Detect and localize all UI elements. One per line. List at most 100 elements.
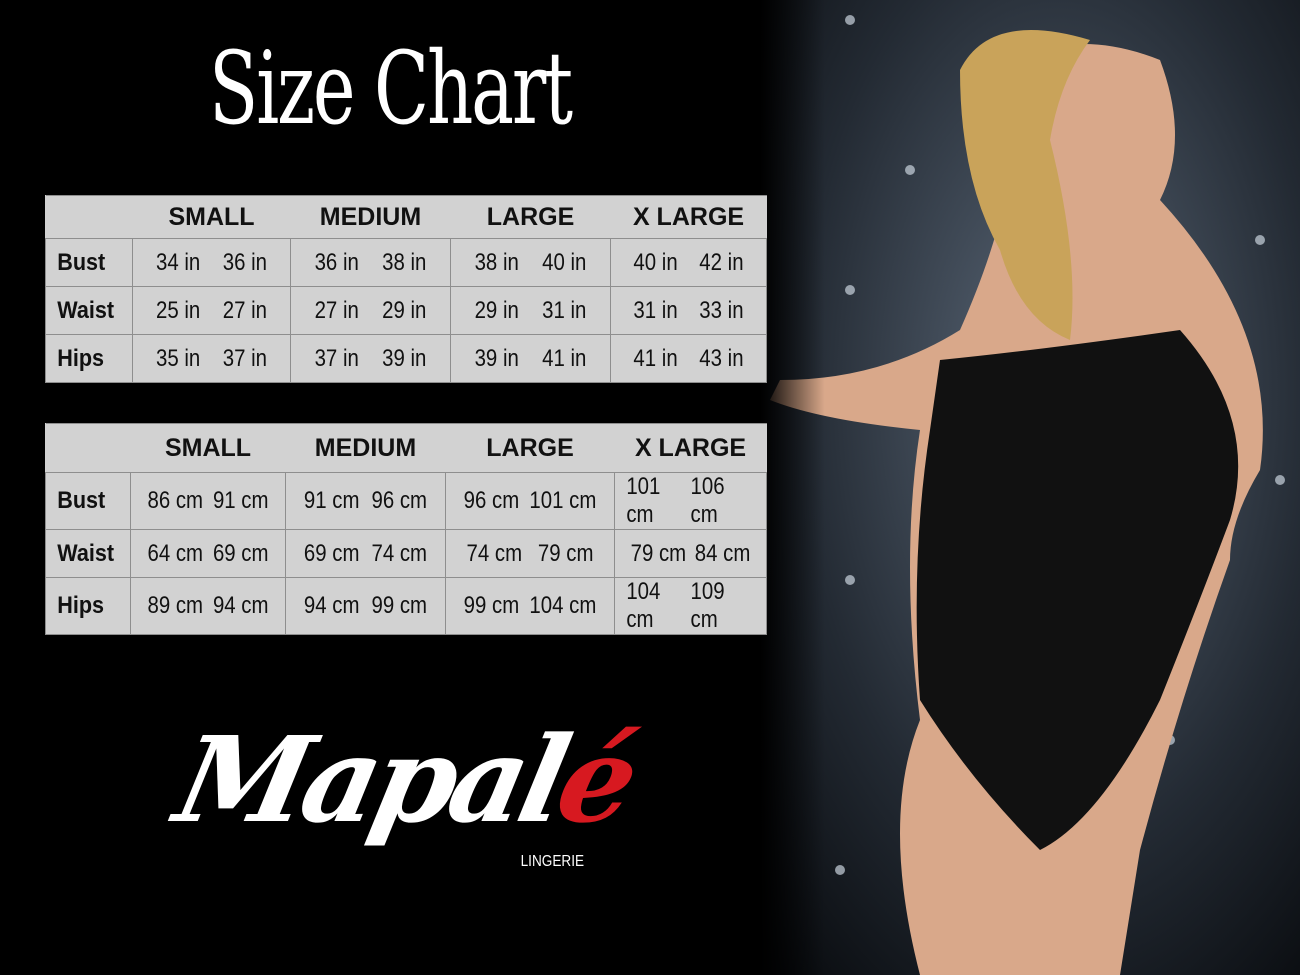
min-value: 91 cm bbox=[303, 487, 360, 514]
size-table-inches: SMALL MEDIUM LARGE X LARGE Bust 34 in 36 in 36 … bbox=[45, 195, 767, 383]
max-value: 27 in bbox=[222, 296, 267, 324]
model-photo bbox=[760, 0, 1300, 975]
size-range-cell: 40 in 42 in bbox=[610, 238, 767, 287]
min-value: 96 cm bbox=[463, 487, 520, 514]
measurement-label: Hips bbox=[45, 577, 123, 635]
min-value: 27 in bbox=[314, 296, 359, 324]
table-row: Hips 89 cm 94 cm 94 cm 99 cm 99 cm 104 cm 104 c… bbox=[45, 577, 767, 635]
size-header: MEDIUM bbox=[290, 195, 451, 239]
max-value: 101 cm bbox=[529, 487, 597, 514]
max-value: 84 cm bbox=[694, 539, 751, 567]
table-row: Bust 86 cm 91 cm 91 cm 96 cm 96 cm 101 cm 101 c… bbox=[45, 472, 767, 530]
size-header: X LARGE bbox=[614, 423, 767, 473]
min-value: 101 cm bbox=[626, 473, 661, 528]
min-value: 69 cm bbox=[303, 539, 360, 567]
brand-logo: Mapalé LINGERIE bbox=[165, 710, 644, 880]
page-title: Size Chart bbox=[209, 30, 573, 147]
size-range-cell: 29 in 31 in bbox=[450, 286, 611, 335]
size-range-cell: 35 in 37 in bbox=[132, 334, 291, 383]
size-range-cell: 25 in 27 in bbox=[132, 286, 291, 335]
size-range-cell: 74 cm 79 cm bbox=[445, 529, 615, 578]
max-value: 69 cm bbox=[212, 539, 269, 567]
size-range-cell: 31 in 33 in bbox=[610, 286, 767, 335]
max-value: 99 cm bbox=[371, 592, 428, 619]
min-value: 31 in bbox=[633, 296, 678, 324]
size-header: MEDIUM bbox=[285, 423, 446, 473]
size-header: SMALL bbox=[132, 195, 291, 239]
max-value: 42 in bbox=[699, 248, 744, 276]
min-value: 37 in bbox=[314, 344, 359, 372]
max-value: 109 cm bbox=[690, 578, 725, 633]
max-value: 31 in bbox=[542, 296, 587, 324]
max-value: 37 in bbox=[222, 344, 267, 372]
size-range-cell: 39 in 41 in bbox=[450, 334, 611, 383]
min-value: 36 in bbox=[314, 248, 359, 276]
min-value: 41 in bbox=[633, 344, 678, 372]
max-value: 91 cm bbox=[212, 487, 269, 514]
header-row: SMALL MEDIUM LARGE X LARGE bbox=[45, 423, 767, 473]
min-value: 89 cm bbox=[147, 592, 204, 619]
brand-tagline: LINGERIE bbox=[520, 853, 585, 870]
min-value: 79 cm bbox=[630, 539, 687, 567]
max-value: 94 cm bbox=[212, 592, 269, 619]
empty-header bbox=[45, 423, 131, 473]
size-header: LARGE bbox=[450, 195, 611, 239]
table-row: Waist 64 cm 69 cm 69 cm 74 cm 74 cm 79 cm 79 cm… bbox=[45, 529, 767, 578]
size-range-cell: 41 in 43 in bbox=[610, 334, 767, 383]
measurement-label: Waist bbox=[45, 529, 123, 578]
size-range-cell: 99 cm 104 cm bbox=[445, 577, 615, 635]
min-value: 104 cm bbox=[626, 578, 661, 633]
brand-name-main: Mapal bbox=[165, 710, 576, 849]
min-value: 38 in bbox=[474, 248, 519, 276]
max-value: 43 in bbox=[699, 344, 744, 372]
measurement-label: Hips bbox=[45, 334, 125, 383]
size-range-cell: 104 cm 109 cm bbox=[614, 577, 767, 635]
size-range-cell: 91 cm 96 cm bbox=[285, 472, 446, 530]
size-table-cm: SMALL MEDIUM LARGE X LARGE Bust 86 cm 91 cm 91 … bbox=[45, 423, 767, 635]
max-value: 39 in bbox=[382, 344, 427, 372]
size-range-cell: 69 cm 74 cm bbox=[285, 529, 446, 578]
header-row: SMALL MEDIUM LARGE X LARGE bbox=[45, 195, 767, 239]
min-value: 40 in bbox=[633, 248, 678, 276]
brand-name: Mapalé bbox=[165, 710, 644, 849]
min-value: 99 cm bbox=[463, 592, 520, 619]
size-range-cell: 86 cm 91 cm bbox=[130, 472, 286, 530]
max-value: 106 cm bbox=[690, 473, 725, 528]
max-value: 104 cm bbox=[529, 592, 597, 619]
measurement-label: Waist bbox=[45, 286, 125, 335]
min-value: 29 in bbox=[474, 296, 519, 324]
max-value: 41 in bbox=[542, 344, 587, 372]
size-range-cell: 34 in 36 in bbox=[132, 238, 291, 287]
size-header: X LARGE bbox=[610, 195, 767, 239]
measurement-label: Bust bbox=[45, 472, 123, 530]
max-value: 79 cm bbox=[537, 539, 594, 567]
min-value: 94 cm bbox=[303, 592, 360, 619]
size-range-cell: 64 cm 69 cm bbox=[130, 529, 286, 578]
min-value: 39 in bbox=[474, 344, 519, 372]
size-header: SMALL bbox=[130, 423, 286, 473]
size-range-cell: 79 cm 84 cm bbox=[614, 529, 767, 578]
max-value: 33 in bbox=[699, 296, 744, 324]
min-value: 35 in bbox=[156, 344, 201, 372]
size-header: LARGE bbox=[445, 423, 615, 473]
max-value: 40 in bbox=[542, 248, 587, 276]
size-range-cell: 36 in 38 in bbox=[290, 238, 451, 287]
max-value: 36 in bbox=[222, 248, 267, 276]
size-range-cell: 96 cm 101 cm bbox=[445, 472, 615, 530]
table-row: Waist 25 in 27 in 27 in 29 in 29 in 31 in 31 in… bbox=[45, 286, 767, 335]
size-range-cell: 89 cm 94 cm bbox=[130, 577, 286, 635]
measurement-label: Bust bbox=[45, 238, 125, 287]
min-value: 64 cm bbox=[147, 539, 204, 567]
size-range-cell: 27 in 29 in bbox=[290, 286, 451, 335]
min-value: 25 in bbox=[156, 296, 201, 324]
max-value: 96 cm bbox=[371, 487, 428, 514]
size-range-cell: 94 cm 99 cm bbox=[285, 577, 446, 635]
min-value: 74 cm bbox=[466, 539, 523, 567]
max-value: 38 in bbox=[382, 248, 427, 276]
table-row: Hips 35 in 37 in 37 in 39 in 39 in 41 in 41 in 4… bbox=[45, 334, 767, 383]
size-range-cell: 38 in 40 in bbox=[450, 238, 611, 287]
empty-header bbox=[45, 195, 133, 239]
min-value: 86 cm bbox=[147, 487, 204, 514]
min-value: 34 in bbox=[156, 248, 201, 276]
size-range-cell: 101 cm 106 cm bbox=[614, 472, 767, 530]
